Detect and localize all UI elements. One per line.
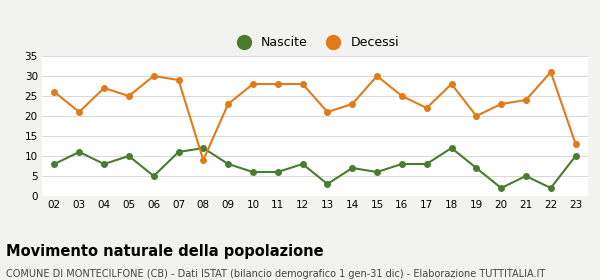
Nascite [572,154,579,158]
Decessi [572,142,579,146]
Nascite [349,166,356,170]
Decessi [100,86,107,90]
Nascite [175,150,182,154]
Decessi [250,82,257,86]
Line: Nascite: Nascite [52,145,578,191]
Decessi [200,158,207,162]
Nascite [497,186,505,190]
Legend: Nascite, Decessi: Nascite, Decessi [226,31,404,54]
Line: Decessi: Decessi [52,69,578,163]
Nascite [324,182,331,186]
Nascite [200,146,207,150]
Nascite [448,146,455,150]
Nascite [51,162,58,166]
Nascite [224,162,232,166]
Decessi [76,110,83,114]
Decessi [473,114,480,118]
Nascite [423,162,430,166]
Decessi [51,90,58,94]
Decessi [175,78,182,82]
Nascite [473,166,480,170]
Decessi [125,94,133,98]
Decessi [324,110,331,114]
Text: Movimento naturale della popolazione: Movimento naturale della popolazione [6,244,323,259]
Nascite [76,150,83,154]
Decessi [523,98,530,102]
Decessi [398,94,406,98]
Nascite [100,162,107,166]
Nascite [523,174,530,178]
Nascite [547,186,554,190]
Nascite [373,170,380,174]
Decessi [547,70,554,74]
Decessi [373,74,380,78]
Decessi [299,82,306,86]
Decessi [274,82,281,86]
Decessi [448,82,455,86]
Decessi [497,102,505,106]
Nascite [398,162,406,166]
Decessi [224,102,232,106]
Nascite [250,170,257,174]
Decessi [349,102,356,106]
Nascite [299,162,306,166]
Nascite [150,174,157,178]
Text: COMUNE DI MONTECILFONE (CB) - Dati ISTAT (bilancio demografico 1 gen-31 dic) - E: COMUNE DI MONTECILFONE (CB) - Dati ISTAT… [6,269,545,279]
Nascite [274,170,281,174]
Nascite [125,154,133,158]
Decessi [423,106,430,110]
Decessi [150,74,157,78]
